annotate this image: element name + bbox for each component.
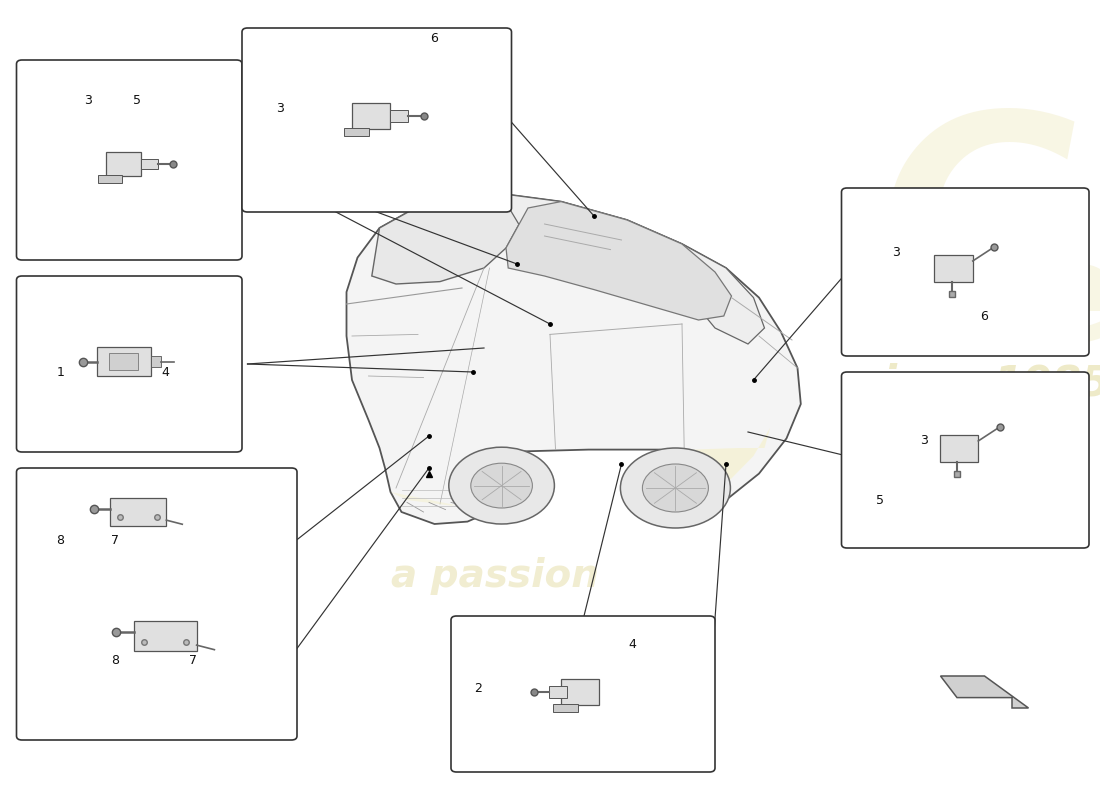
Text: 1: 1 (56, 366, 65, 378)
Text: 4: 4 (628, 638, 637, 650)
Polygon shape (940, 676, 1028, 708)
Text: 3: 3 (84, 94, 92, 106)
Text: 3: 3 (920, 434, 928, 446)
Bar (152, 356, 161, 367)
Bar (99, 175, 122, 183)
Text: 3: 3 (276, 102, 285, 114)
Bar (109, 353, 139, 370)
Text: 8: 8 (56, 534, 65, 546)
FancyBboxPatch shape (842, 372, 1089, 548)
Polygon shape (346, 194, 801, 524)
Polygon shape (506, 202, 732, 320)
Text: 7: 7 (111, 534, 120, 546)
Text: G: G (880, 103, 1086, 345)
Bar (389, 110, 408, 122)
Text: a passion: a passion (392, 557, 598, 595)
Text: res: res (957, 237, 1100, 371)
Bar (344, 127, 370, 136)
Text: 5: 5 (876, 494, 884, 506)
Text: 2: 2 (474, 682, 483, 694)
Polygon shape (500, 194, 764, 344)
FancyBboxPatch shape (242, 28, 512, 212)
FancyBboxPatch shape (451, 616, 715, 772)
Polygon shape (390, 492, 501, 512)
Circle shape (449, 447, 554, 524)
Circle shape (642, 464, 708, 512)
Bar (553, 703, 579, 712)
FancyBboxPatch shape (106, 152, 142, 176)
FancyBboxPatch shape (16, 468, 297, 740)
Text: 8: 8 (111, 654, 120, 666)
Bar (97, 347, 152, 376)
Text: 7: 7 (188, 654, 197, 666)
Polygon shape (372, 194, 528, 284)
FancyBboxPatch shape (561, 679, 598, 705)
Polygon shape (660, 428, 770, 506)
Text: 4: 4 (161, 366, 169, 378)
Bar (934, 255, 972, 282)
FancyBboxPatch shape (16, 276, 242, 452)
Bar (142, 158, 158, 170)
FancyBboxPatch shape (352, 103, 389, 129)
Text: 3: 3 (892, 246, 901, 258)
Circle shape (620, 448, 730, 528)
Bar (549, 686, 568, 698)
Text: 5: 5 (133, 94, 142, 106)
FancyBboxPatch shape (16, 60, 242, 260)
Text: 6: 6 (980, 310, 989, 322)
FancyBboxPatch shape (842, 188, 1089, 356)
Circle shape (471, 463, 532, 508)
Bar (134, 621, 197, 651)
Text: since 1985: since 1985 (858, 363, 1100, 405)
Bar (110, 498, 166, 526)
Text: 6: 6 (430, 32, 439, 45)
Bar (939, 435, 978, 462)
